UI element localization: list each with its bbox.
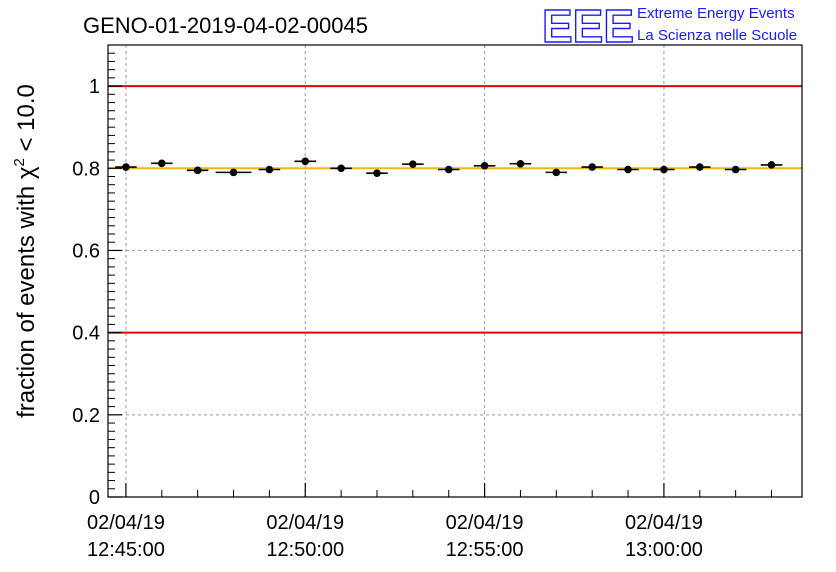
y-tick-label: 0 <box>89 487 100 509</box>
chart-title: GENO-01-2019-04-02-00045 <box>83 13 368 38</box>
data-point <box>480 162 489 170</box>
logo-mark: EEE <box>542 0 634 52</box>
data-point <box>157 159 166 168</box>
y-tick-label: 0.4 <box>72 323 100 345</box>
data-point <box>301 157 310 166</box>
x-tick-label-date: 02/04/19 <box>446 512 524 534</box>
data-points <box>115 157 783 178</box>
logo-line-1: Extreme Energy Events <box>637 5 795 22</box>
data-point <box>731 165 740 174</box>
data-point <box>193 166 202 175</box>
data-point <box>444 165 453 174</box>
x-tick-label-date: 02/04/19 <box>625 512 703 534</box>
y-axis-label-symbol: χ <box>13 166 40 179</box>
data-point <box>337 164 345 173</box>
y-axis-label-prefix: fraction of events with <box>13 179 40 418</box>
data-point <box>624 165 632 174</box>
logo-line-2: La Scienza nelle Scuole <box>637 27 797 44</box>
data-point <box>265 165 274 174</box>
y-tick-label: 1 <box>89 76 100 98</box>
logo: EEE Extreme Energy Events La Scienza nel… <box>541 0 797 53</box>
y-axis-label-sup: 2 <box>11 158 28 166</box>
data-point <box>409 160 417 168</box>
data-point <box>516 159 525 168</box>
x-tick-label-time: 13:00:00 <box>625 539 703 561</box>
data-point <box>122 163 130 171</box>
data-point <box>373 169 381 178</box>
y-axis-label: fraction of events with χ2 < 10.0 <box>11 84 40 418</box>
y-tick-label: 0.8 <box>72 158 100 180</box>
data-point <box>229 168 238 177</box>
data-point <box>552 168 561 177</box>
data-point <box>588 163 596 171</box>
data-point <box>660 165 668 174</box>
axes: 0 0.2 0.4 0.6 0.8 1 02/04/19 12:45:00 02/04/19 12… <box>72 52 773 561</box>
x-tick-label-time: 12:55:00 <box>446 539 524 561</box>
plot-frame <box>107 44 803 498</box>
x-tick-label-time: 12:50:00 <box>266 539 344 561</box>
x-tick-label-time: 12:45:00 <box>87 539 165 561</box>
y-tick-label: 0.6 <box>72 240 100 262</box>
x-tick-label-date: 02/04/19 <box>266 512 344 534</box>
data-point <box>695 163 704 171</box>
y-axis-label-suffix: < 10.0 <box>13 84 40 158</box>
reference-lines <box>108 85 802 334</box>
data-point <box>767 161 776 169</box>
y-tick-label: 0.2 <box>72 405 100 427</box>
x-tick-label-date: 02/04/19 <box>87 512 165 534</box>
